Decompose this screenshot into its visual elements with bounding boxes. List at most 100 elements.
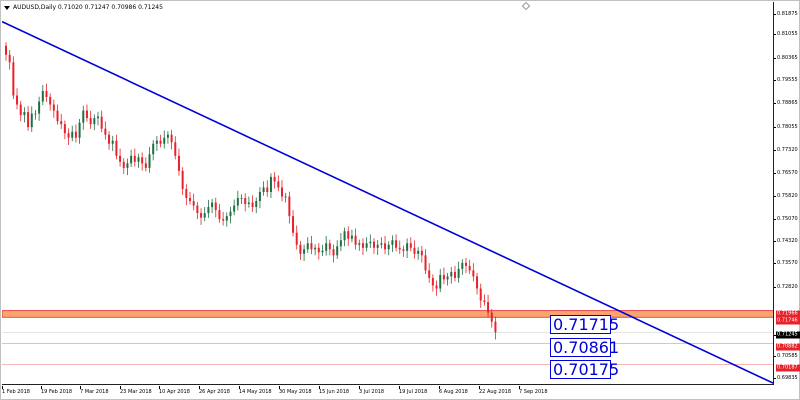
candle-body (93, 118, 96, 125)
candle-body (177, 155, 180, 171)
candle-body (229, 211, 232, 217)
candle-body (159, 140, 162, 144)
candle-body (78, 122, 81, 138)
candle-body (218, 210, 221, 220)
candle-body (295, 232, 298, 245)
candle-body (60, 121, 63, 125)
level-box-middle[interactable]: 0.70861 (550, 338, 619, 357)
candle-body (130, 155, 133, 164)
candle-body (23, 112, 26, 116)
candle-body (358, 243, 361, 245)
symbol-info: AUDUSD,Daily 0.71020 0.71247 0.70986 0.7… (13, 4, 163, 11)
time-tick-label: 19 Feb 2018 (41, 386, 73, 395)
candle-body (5, 45, 7, 55)
candle-body (45, 90, 48, 97)
price-tick-label: 0.79555 (774, 77, 798, 83)
candle-body (166, 134, 169, 138)
candle-body (119, 155, 122, 162)
candle-body (148, 154, 151, 168)
candle-body (111, 140, 114, 144)
time-tick-label: 10 Apr 2018 (159, 386, 190, 395)
candle-body (406, 243, 409, 251)
candle-body (214, 202, 217, 211)
candle-body (391, 240, 394, 245)
candle-body (468, 265, 471, 271)
candle-body (104, 128, 107, 135)
candle-body (233, 205, 236, 212)
candle-body (34, 113, 37, 115)
candle-body (240, 198, 243, 199)
time-tick-label: 6 Aug 2018 (439, 386, 468, 395)
price-tick-label: 0.76570 (774, 170, 798, 176)
resistance-zone (2, 310, 773, 318)
candle-body (483, 300, 486, 303)
candle-body (203, 213, 206, 218)
candle-body (30, 113, 33, 128)
price-tag: 0.71245 (776, 331, 800, 339)
time-axis[interactable]: 1 Feb 2018 19 Feb 2018 7 Mar 2018 23 Mar 20… (1, 386, 775, 400)
candle-body (273, 176, 276, 182)
candle-body (115, 140, 118, 156)
level-box-lower[interactable]: 0.70175 (550, 360, 619, 379)
candle-body (487, 302, 490, 313)
candle-body (310, 243, 313, 250)
candle-body (247, 202, 250, 205)
candle-body (8, 54, 11, 63)
candle-body (457, 268, 460, 278)
price-tag: 0.70882 (776, 343, 800, 351)
price-tick-label: 0.73570 (774, 260, 798, 266)
time-tick-label: 30 May 2018 (279, 386, 312, 395)
candle-body (476, 276, 479, 289)
time-tick-label: 15 Jun 2018 (319, 386, 350, 395)
price-tick-label: 0.74320 (774, 238, 798, 244)
time-tick-label: 3 Jul 2018 (359, 386, 385, 395)
time-tick-label: 22 Aug 2018 (479, 386, 512, 395)
price-tag: 0.71746 (776, 317, 800, 325)
candle-body (155, 140, 158, 144)
candle-body (339, 240, 342, 247)
candle-body (266, 187, 269, 192)
candle-body (200, 213, 203, 218)
candle-body (376, 244, 379, 248)
price-tag: 0.71966 (776, 310, 800, 318)
candle-body (236, 198, 239, 206)
candle-body (479, 288, 482, 301)
plot-area[interactable] (2, 2, 774, 385)
candle-body (19, 104, 22, 116)
candle-body (365, 243, 368, 248)
candle-body (97, 116, 99, 119)
candle-body (490, 312, 493, 322)
time-tick-label: 1 Feb 2018 (2, 386, 30, 395)
candle-body (222, 219, 225, 221)
time-tick-label: 19 Jul 2018 (399, 386, 428, 395)
candle-body (299, 244, 302, 254)
price-tick-label: 0.78865 (774, 100, 798, 106)
candle-body (74, 131, 77, 138)
candle-body (163, 137, 166, 144)
candle-body (192, 201, 195, 206)
candle-body (16, 95, 19, 105)
price-tick-label: 0.70585 (774, 353, 798, 359)
candle-body (336, 246, 339, 256)
candle-body (424, 255, 427, 271)
candlestick-plot[interactable] (2, 2, 774, 385)
candle-body (41, 90, 44, 102)
candle-body (369, 241, 372, 244)
price-tick-label: 0.75820 (774, 193, 798, 199)
candle-body (181, 170, 184, 189)
candle-body (244, 198, 247, 205)
candle-body (465, 262, 467, 266)
window-handle-icon[interactable] (522, 2, 530, 10)
level-box-upper[interactable]: 0.71715 (550, 315, 619, 334)
candle-body (398, 247, 401, 250)
candle-body (420, 250, 423, 256)
candle-body (354, 235, 357, 245)
candle-body (361, 243, 364, 248)
chart-header[interactable]: AUDUSD,Daily 0.71020 0.71247 0.70986 0.7… (4, 4, 163, 11)
candle-body (133, 155, 136, 162)
candle-body (38, 101, 41, 114)
dropdown-caret-icon[interactable] (4, 5, 10, 10)
price-axis[interactable]: 0.81875 0.81055 0.80365 0.79555 0.78865 0.780… (774, 1, 800, 387)
candle-body (12, 62, 15, 96)
